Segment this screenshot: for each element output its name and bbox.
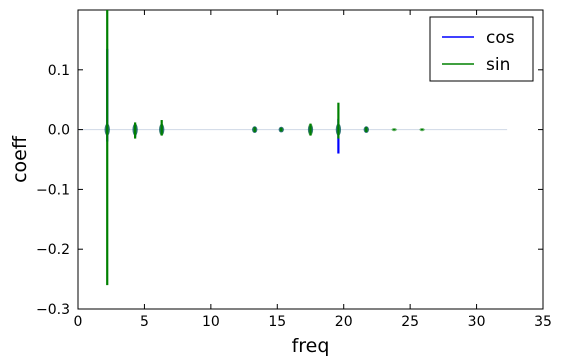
y-tick-label: −0.1 — [36, 182, 70, 198]
x-axis-ticks: 0 5 10 15 20 25 30 35 — [74, 10, 552, 330]
spike-core-sin-3 — [252, 126, 258, 133]
plot-area — [77, 9, 544, 310]
y-axis-label: coeff — [9, 135, 31, 183]
spike-core-sin-8 — [391, 128, 397, 132]
spike-core-sin-4 — [278, 126, 284, 133]
x-tick-label: 30 — [468, 314, 486, 330]
x-axis-label: freq — [292, 335, 330, 357]
x-tick-label: 10 — [202, 314, 220, 330]
spike-core-sin-5 — [307, 123, 314, 136]
legend-label-cos: cos — [486, 28, 515, 48]
x-tick-label: 20 — [335, 314, 353, 330]
spike-core-sin-9 — [419, 128, 425, 132]
x-tick-label: 15 — [268, 314, 286, 330]
legend-box — [429, 16, 534, 82]
series-cos — [104, 48, 369, 154]
series-group — [104, 10, 425, 286]
legend-label-sin: sin — [486, 55, 510, 75]
spike-core-sin-7 — [363, 126, 369, 133]
spike-core-sin-6 — [335, 123, 341, 136]
x-tick-label: 35 — [534, 314, 552, 330]
spike-core-sin-0 — [104, 123, 110, 136]
y-tick-label: −0.3 — [36, 302, 70, 318]
y-tick-label: 0.0 — [48, 123, 70, 139]
y-tick-label: 0.1 — [48, 63, 70, 79]
y-axis-ticks: −0.3 −0.2 −0.1 0.0 0.1 — [36, 63, 543, 318]
x-tick-label: 0 — [74, 314, 83, 330]
spike-core-sin-1 — [132, 123, 138, 136]
x-tick-label: 25 — [401, 314, 419, 330]
x-tick-label: 5 — [140, 314, 149, 330]
legend: cos sin — [429, 16, 534, 82]
series-sin — [104, 10, 425, 286]
y-tick-label: −0.2 — [36, 242, 70, 258]
spike-core-sin-2 — [159, 123, 165, 136]
